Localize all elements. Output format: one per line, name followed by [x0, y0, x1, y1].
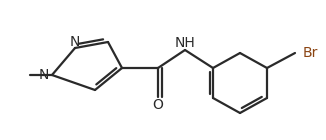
Text: Br: Br [303, 46, 319, 60]
Text: N: N [70, 35, 80, 49]
Text: N: N [39, 68, 49, 82]
Text: NH: NH [175, 36, 195, 50]
Text: O: O [153, 98, 163, 112]
